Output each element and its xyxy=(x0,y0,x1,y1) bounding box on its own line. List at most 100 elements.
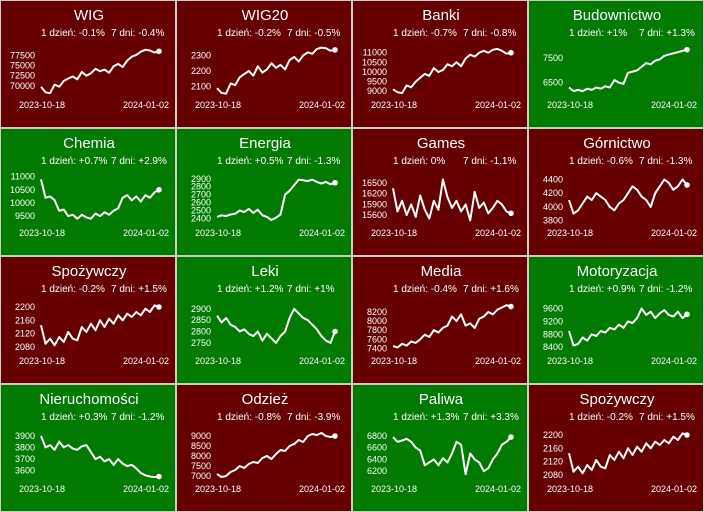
last-point-marker xyxy=(156,473,162,480)
x-start-label: 2023-10-18 xyxy=(547,484,593,494)
last-point-marker xyxy=(684,432,690,438)
y-tick-label: 2750 xyxy=(191,338,211,348)
x-start-label: 2023-10-18 xyxy=(195,356,241,366)
x-start-label: 2023-10-18 xyxy=(19,100,65,110)
chart-panel: Banki 1 dzień: -0.7% 7 dni: -0.8% 9000 9500 1… xyxy=(352,0,528,128)
x-start-label: 2023-10-18 xyxy=(19,356,65,366)
change-1d-label: 1 dzień: 0% xyxy=(393,156,445,167)
y-tick-label: 10000 xyxy=(10,198,35,208)
y-tick-label: 70000 xyxy=(10,81,35,91)
chart-svg: Górnictwo 1 dzień: -0.6% 7 dni: -1.3% 3800 4… xyxy=(543,135,697,238)
chart-panel: Górnictwo 1 dzień: -0.6% 7 dni: -1.3% 3800 4… xyxy=(528,128,704,256)
chart-title: Budownictwo xyxy=(573,7,661,24)
change-1d-label: 1 dzień: -0.2% xyxy=(41,284,105,295)
change-7d-label: 7 dni: +1.3% xyxy=(639,28,695,39)
chart-svg: Energia 1 dzień: +0.5% 7 dni: -1.3% 2400250… xyxy=(191,135,345,238)
x-start-label: 2023-10-18 xyxy=(371,356,417,366)
change-1d-label: 1 dzień: -0.2% xyxy=(217,28,281,39)
x-end-label: 2024-01-02 xyxy=(123,356,169,366)
y-tick-label: 6400 xyxy=(367,454,387,464)
change-1d-label: 1 dzień: +1.2% xyxy=(217,284,284,295)
x-start-label: 2023-10-18 xyxy=(547,356,593,366)
y-tick-label: 2400 xyxy=(191,213,211,223)
last-point-marker xyxy=(508,210,514,217)
chart-panel: Budownictwo 1 dzień: +1% 7 dni: +1.3% 6500 7… xyxy=(528,0,704,128)
x-start-label: 2023-10-18 xyxy=(195,484,241,494)
series-line xyxy=(568,432,688,475)
chart-panel: Leki 1 dzień: +1.2% 7 dni: +1% 2750 2800 2850… xyxy=(176,256,352,384)
change-7d-label: 7 dni: -1.3% xyxy=(639,156,692,167)
chart-panel: WIG 1 dzień: -0.1% 7 dni: -0.4% 70000 72500 7… xyxy=(0,0,176,128)
x-start-label: 2023-10-18 xyxy=(371,100,417,110)
x-end-label: 2024-01-02 xyxy=(299,100,345,110)
y-tick-label: 2300 xyxy=(191,50,211,60)
chart-panel: Media 1 dzień: -0.4% 7 dni: +1.6% 7400 7600 7… xyxy=(352,256,528,384)
series-line xyxy=(216,46,336,95)
last-point-marker xyxy=(684,182,690,188)
last-point-marker xyxy=(332,433,338,439)
change-1d-label: 1 dzień: +1.3% xyxy=(393,412,460,423)
chart-svg: Budownictwo 1 dzień: +1% 7 dni: +1.3% 6500 7… xyxy=(543,7,697,110)
y-tick-label: 2200 xyxy=(15,302,35,312)
y-tick-label: 3600 xyxy=(15,466,35,476)
y-tick-label: 75000 xyxy=(10,61,35,71)
change-7d-label: 7 dni: -0.5% xyxy=(287,28,340,39)
y-tick-label: 8000 xyxy=(367,316,387,326)
change-1d-label: 1 dzień: -0.7% xyxy=(393,28,457,39)
chart-title: Media xyxy=(421,263,463,280)
x-end-label: 2024-01-02 xyxy=(475,100,521,110)
change-1d-label: 1 dzień: +0.3% xyxy=(41,412,108,423)
y-tick-label: 7500 xyxy=(543,53,563,63)
y-tick-label: 4000 xyxy=(543,202,563,212)
change-7d-label: 7 dni: +1% xyxy=(287,284,335,295)
y-tick-label: 10500 xyxy=(362,57,387,67)
y-tick-label: 6500 xyxy=(543,78,563,88)
y-tick-label: 72500 xyxy=(10,71,35,81)
chart-panel: Nieruchomości 1 dzień: +0.3% 7 dni: -1.2% 3… xyxy=(0,384,176,512)
y-tick-label: 2800 xyxy=(191,182,211,192)
y-tick-label: 8500 xyxy=(191,441,211,451)
y-tick-label: 6600 xyxy=(367,443,387,453)
x-end-label: 2024-01-02 xyxy=(651,484,697,494)
y-tick-label: 2200 xyxy=(191,66,211,76)
chart-title: WIG xyxy=(74,7,104,24)
y-tick-label: 8200 xyxy=(367,307,387,317)
x-start-label: 2023-10-18 xyxy=(371,228,417,238)
chart-svg: WIG20 1 dzień: -0.2% 7 dni: -0.5% 2100 2200 2… xyxy=(191,7,345,110)
series-line xyxy=(568,178,688,215)
y-tick-label: 16500 xyxy=(362,178,387,188)
chart-panel: Paliwa 1 dzień: +1.3% 7 dni: +3.3% 6200 6400… xyxy=(352,384,528,512)
x-end-label: 2024-01-02 xyxy=(651,100,697,110)
x-end-label: 2024-01-02 xyxy=(651,356,697,366)
last-point-marker xyxy=(508,49,514,56)
y-tick-label: 4400 xyxy=(543,174,563,184)
chart-panel: Odzież 1 dzień: -0.8% 7 dni: -3.9% 7000 7500… xyxy=(176,384,352,512)
change-7d-label: 7 dni: +1.5% xyxy=(639,412,695,423)
chart-title: Energia xyxy=(239,135,291,152)
y-tick-label: 3900 xyxy=(15,431,35,441)
chart-panel: Motoryzacja 1 dzień: +0.9% 7 dni: -1.2% 840… xyxy=(528,256,704,384)
y-tick-label: 8400 xyxy=(543,342,563,352)
series-line xyxy=(392,47,512,95)
chart-panel: WIG20 1 dzień: -0.2% 7 dni: -0.5% 2100 2200 2… xyxy=(176,0,352,128)
change-7d-label: 7 dni: -1.1% xyxy=(463,156,516,167)
x-end-label: 2024-01-02 xyxy=(123,484,169,494)
y-tick-label: 2600 xyxy=(191,198,211,208)
y-tick-label: 16200 xyxy=(362,189,387,199)
x-start-label: 2023-10-18 xyxy=(19,228,65,238)
change-7d-label: 7 dni: -3.9% xyxy=(287,412,340,423)
x-start-label: 2023-10-18 xyxy=(19,484,65,494)
x-end-label: 2024-01-02 xyxy=(651,228,697,238)
y-tick-label: 9500 xyxy=(367,77,387,87)
series-line xyxy=(392,304,512,349)
y-tick-label: 7600 xyxy=(367,334,387,344)
y-tick-label: 2120 xyxy=(543,457,563,467)
chart-svg: Chemia 1 dzień: +0.7% 7 dni: +2.9% 9500 1000… xyxy=(10,135,169,238)
y-tick-label: 2120 xyxy=(15,329,35,339)
series-line xyxy=(40,179,160,220)
y-tick-label: 8000 xyxy=(191,451,211,461)
x-start-label: 2023-10-18 xyxy=(195,100,241,110)
